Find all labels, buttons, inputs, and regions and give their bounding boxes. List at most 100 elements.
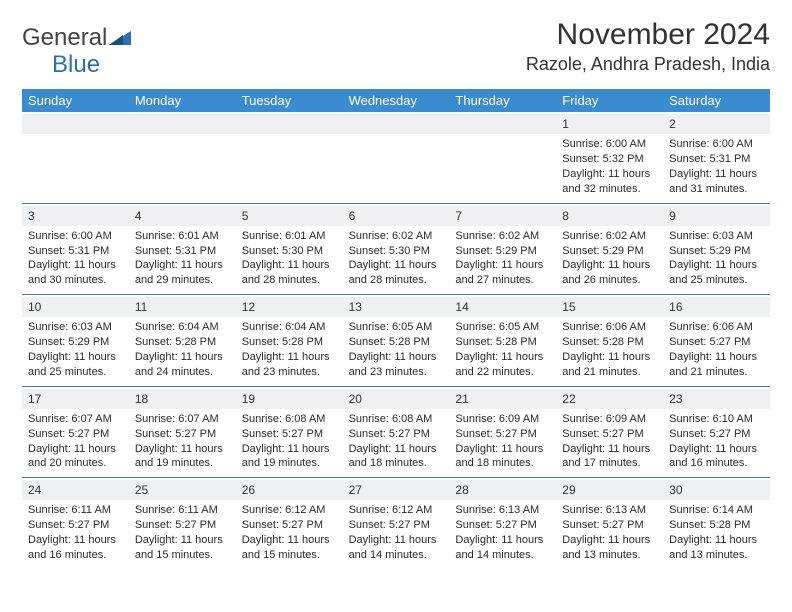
sunset-text: Sunset: 5:28 PM [242, 335, 337, 350]
daylight-text: Daylight: 11 hours and 31 minutes. [669, 167, 764, 197]
sunset-text: Sunset: 5:27 PM [349, 518, 444, 533]
day-number: 3 [22, 206, 129, 226]
sunset-text: Sunset: 5:29 PM [28, 335, 123, 350]
calendar-week: 24Sunrise: 6:11 AMSunset: 5:27 PMDayligh… [22, 477, 770, 569]
daylight-text: Daylight: 11 hours and 21 minutes. [669, 350, 764, 380]
day-number: 2 [663, 114, 770, 134]
daylight-text: Daylight: 11 hours and 28 minutes. [242, 258, 337, 288]
sunrise-text: Sunrise: 6:10 AM [669, 412, 764, 427]
daylight-text: Daylight: 11 hours and 14 minutes. [455, 533, 550, 563]
calendar-cell-blank [236, 112, 343, 203]
weekday-header: Monday [129, 89, 236, 112]
daylight-text: Daylight: 11 hours and 23 minutes. [242, 350, 337, 380]
daylight-text: Daylight: 11 hours and 14 minutes. [349, 533, 444, 563]
day-number-blank [236, 114, 343, 134]
weekday-header: Saturday [663, 89, 770, 112]
day-number: 22 [556, 389, 663, 409]
sunset-text: Sunset: 5:27 PM [562, 427, 657, 442]
day-number: 18 [129, 389, 236, 409]
sunset-text: Sunset: 5:28 PM [135, 335, 230, 350]
sunset-text: Sunset: 5:27 PM [242, 427, 337, 442]
sunrise-text: Sunrise: 6:13 AM [562, 503, 657, 518]
sunset-text: Sunset: 5:29 PM [562, 244, 657, 259]
daylight-text: Daylight: 11 hours and 15 minutes. [242, 533, 337, 563]
day-number: 20 [343, 389, 450, 409]
sunrise-text: Sunrise: 6:12 AM [242, 503, 337, 518]
sunset-text: Sunset: 5:27 PM [669, 335, 764, 350]
daylight-text: Daylight: 11 hours and 25 minutes. [28, 350, 123, 380]
daylight-text: Daylight: 11 hours and 29 minutes. [135, 258, 230, 288]
sunrise-text: Sunrise: 6:06 AM [562, 320, 657, 335]
sunset-text: Sunset: 5:27 PM [135, 427, 230, 442]
daylight-text: Daylight: 11 hours and 21 minutes. [562, 350, 657, 380]
day-number: 14 [449, 297, 556, 317]
calendar-cell: 7Sunrise: 6:02 AMSunset: 5:29 PMDaylight… [449, 204, 556, 295]
sunrise-text: Sunrise: 6:11 AM [135, 503, 230, 518]
day-number: 25 [129, 480, 236, 500]
calendar-cell: 24Sunrise: 6:11 AMSunset: 5:27 PMDayligh… [22, 478, 129, 569]
sunrise-text: Sunrise: 6:14 AM [669, 503, 764, 518]
sunrise-text: Sunrise: 6:05 AM [455, 320, 550, 335]
daylight-text: Daylight: 11 hours and 18 minutes. [455, 442, 550, 472]
day-number: 23 [663, 389, 770, 409]
sunset-text: Sunset: 5:32 PM [562, 152, 657, 167]
sunset-text: Sunset: 5:28 PM [669, 518, 764, 533]
calendar-cell: 9Sunrise: 6:03 AMSunset: 5:29 PMDaylight… [663, 204, 770, 295]
sunrise-text: Sunrise: 6:00 AM [562, 137, 657, 152]
calendar-cell: 12 Sunrise: 6:04 AMSunset: 5:28 PMDayligh… [236, 295, 343, 386]
calendar-cell: 11Sunrise: 6:04 AMSunset: 5:28 PMDayligh… [129, 295, 236, 386]
day-number: 9 [663, 206, 770, 226]
daylight-text: Daylight: 11 hours and 22 minutes. [455, 350, 550, 380]
brand-logo: General [22, 18, 131, 52]
sunrise-text: Sunrise: 6:05 AM [349, 320, 444, 335]
sunset-text: Sunset: 5:28 PM [562, 335, 657, 350]
calendar-cell: 27Sunrise: 6:12 AMSunset: 5:27 PMDayligh… [343, 478, 450, 569]
day-number: 12 [236, 297, 343, 317]
sunset-text: Sunset: 5:27 PM [562, 518, 657, 533]
sunset-text: Sunset: 5:31 PM [28, 244, 123, 259]
day-number: 15 [556, 297, 663, 317]
day-number: 7 [449, 206, 556, 226]
day-number: 24 [22, 480, 129, 500]
calendar-cell-blank [22, 112, 129, 203]
day-number-blank [22, 114, 129, 134]
weekday-header: Tuesday [236, 89, 343, 112]
day-number: 5 [236, 206, 343, 226]
calendar-week: 10Sunrise: 6:03 AMSunset: 5:29 PMDayligh… [22, 294, 770, 386]
day-number: 8 [556, 206, 663, 226]
sunrise-text: Sunrise: 6:09 AM [455, 412, 550, 427]
sunset-text: Sunset: 5:27 PM [669, 427, 764, 442]
calendar-cell: 26Sunrise: 6:12 AMSunset: 5:27 PMDayligh… [236, 478, 343, 569]
day-number: 1 [556, 114, 663, 134]
weekday-header: Thursday [449, 89, 556, 112]
day-number: 16 [663, 297, 770, 317]
daylight-text: Daylight: 11 hours and 28 minutes. [349, 258, 444, 288]
day-number: 29 [556, 480, 663, 500]
sunrise-text: Sunrise: 6:07 AM [135, 412, 230, 427]
sunset-text: Sunset: 5:27 PM [28, 427, 123, 442]
sunrise-text: Sunrise: 6:11 AM [28, 503, 123, 518]
daylight-text: Daylight: 11 hours and 20 minutes. [28, 442, 123, 472]
sunrise-text: Sunrise: 6:09 AM [562, 412, 657, 427]
calendar-cell: 28Sunrise: 6:13 AMSunset: 5:27 PMDayligh… [449, 478, 556, 569]
calendar-cell: 15 Sunrise: 6:06 AMSunset: 5:28 PMDayligh… [556, 295, 663, 386]
daylight-text: Daylight: 11 hours and 32 minutes. [562, 167, 657, 197]
calendar-cell: 19Sunrise: 6:08 AMSunset: 5:27 PMDayligh… [236, 387, 343, 478]
calendar-cell: 16Sunrise: 6:06 AMSunset: 5:27 PMDayligh… [663, 295, 770, 386]
sunset-text: Sunset: 5:27 PM [455, 518, 550, 533]
calendar-cell: 21Sunrise: 6:09 AMSunset: 5:27 PMDayligh… [449, 387, 556, 478]
calendar-cell: 30Sunrise: 6:14 AMSunset: 5:28 PMDayligh… [663, 478, 770, 569]
title-block: November 2024 Razole, Andhra Pradesh, In… [526, 18, 770, 75]
calendar-cell: 22Sunrise: 6:09 AMSunset: 5:27 PMDayligh… [556, 387, 663, 478]
calendar-cell: 2 Sunrise: 6:00 AMSunset: 5:31 PMDaylight… [663, 112, 770, 203]
sunset-text: Sunset: 5:29 PM [669, 244, 764, 259]
calendar-cell: 14Sunrise: 6:05 AMSunset: 5:28 PMDayligh… [449, 295, 556, 386]
calendar-cell: 6Sunrise: 6:02 AMSunset: 5:30 PMDaylight… [343, 204, 450, 295]
sunset-text: Sunset: 5:31 PM [135, 244, 230, 259]
daylight-text: Daylight: 11 hours and 24 minutes. [135, 350, 230, 380]
sunset-text: Sunset: 5:31 PM [669, 152, 764, 167]
calendar-week: 17Sunrise: 6:07 AMSunset: 5:27 PMDayligh… [22, 386, 770, 478]
sunrise-text: Sunrise: 6:04 AM [242, 320, 337, 335]
sunset-text: Sunset: 5:27 PM [135, 518, 230, 533]
sunrise-text: Sunrise: 6:00 AM [669, 137, 764, 152]
